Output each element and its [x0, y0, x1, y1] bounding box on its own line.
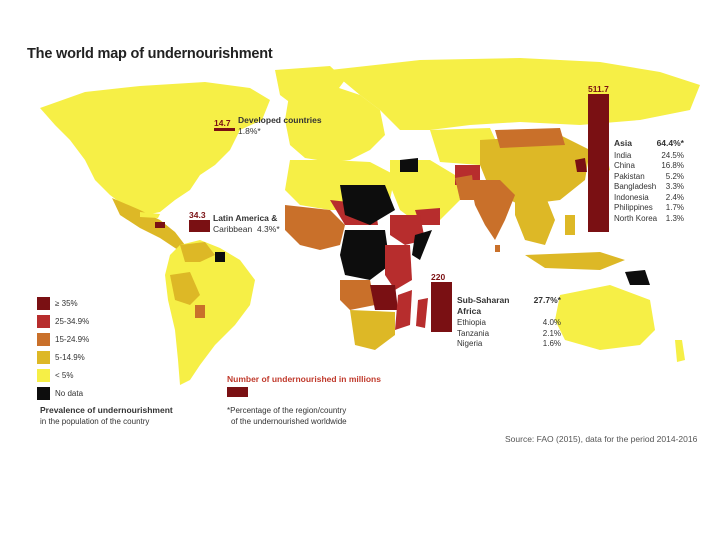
region-india [470, 180, 515, 240]
legend-swatch [37, 386, 50, 400]
region-southern-africa [350, 310, 395, 350]
region-australia [555, 285, 655, 350]
region-guiana [215, 252, 225, 262]
region-central-africa [340, 230, 390, 280]
region-angola [340, 280, 375, 310]
africa-row: Nigeria 1.6% [457, 339, 561, 348]
count-note-line2: of the undernourished worldwide [231, 417, 347, 426]
legend-swatch [37, 350, 50, 364]
africa-row: Tanzania 2.1% [457, 328, 561, 338]
legend-swatch [37, 368, 50, 382]
region-north-korea [575, 158, 587, 172]
prevalence-caption: Prevalence of undernourishment in the po… [40, 405, 173, 427]
region-venezuela-colombia [180, 242, 215, 262]
prevalence-subheading: in the population of the country [40, 417, 150, 426]
legend-label: ≥ 35% [55, 298, 78, 308]
legend-label: < 5% [55, 370, 74, 380]
latam-label: Latin America & Caribbean 4.3%* [213, 213, 280, 235]
count-legend-title: Number of undernourished in millions [227, 374, 381, 384]
legend-item: < 5% [37, 366, 89, 384]
legend-item: 15-24.9% [37, 330, 89, 348]
region-syria-iraq [400, 158, 418, 172]
legend-swatch [37, 296, 50, 310]
asia-row-head: Asia 64.4%* [614, 138, 684, 149]
prevalence-legend: ≥ 35% 25-34.9% 15-24.9% 5-14.9% < 5% No … [37, 294, 89, 402]
region-madagascar [416, 298, 428, 328]
legend-item: ≥ 35% [37, 294, 89, 312]
region-south-america [165, 240, 255, 385]
asia-row: India 24.5% [614, 150, 684, 160]
africa-row-head: Sub-Saharan Africa 27.7%* [457, 295, 561, 316]
region-russia [330, 58, 700, 130]
asia-pct: 64.4%* [656, 138, 684, 148]
region-indonesia [525, 252, 625, 270]
region-zambia [370, 285, 398, 310]
region-pakistan [455, 175, 475, 200]
latam-pct: 4.3%* [256, 224, 280, 234]
region-sri-lanka [495, 245, 500, 252]
region-east-africa [385, 245, 412, 290]
region-central-america [112, 198, 185, 250]
asia-name: Asia [614, 138, 632, 148]
legend-swatch [37, 314, 50, 328]
asia-row: Philippines 1.7% [614, 203, 684, 212]
legend-label: 15-24.9% [55, 334, 90, 344]
region-north-america [40, 82, 270, 215]
region-sudan-chad [340, 185, 395, 225]
region-iceland [283, 86, 296, 95]
region-paraguay [195, 305, 205, 318]
region-philippines [565, 215, 575, 235]
latam-count-bar [189, 220, 210, 232]
africa-count: 220 [431, 272, 446, 282]
africa-table: Sub-Saharan Africa 27.7%* Ethiopia 4.0% T… [457, 295, 561, 350]
africa-count-bar [431, 282, 452, 332]
region-somalia [412, 230, 432, 260]
asia-table: Asia 64.4%* India 24.5% China 16.8% Pakist… [614, 138, 684, 224]
asia-count-bar [588, 94, 609, 232]
legend-label: 5-14.9% [55, 352, 85, 362]
region-southeast-asia [515, 195, 555, 245]
region-middle-east [390, 160, 460, 225]
legend-item: 5-14.9% [37, 348, 89, 366]
region-yemen [415, 208, 440, 225]
africa-row: Ethiopia 4.0% [457, 318, 561, 327]
africa-pct: 27.7%* [533, 295, 561, 305]
count-note-line1: *Percentage of the region/country [227, 406, 347, 415]
region-mozambique [395, 290, 412, 330]
source-note: Source: FAO (2015), data for the period … [505, 434, 698, 444]
africa-name: Sub-Saharan Africa [457, 295, 510, 316]
developed-count-bar [214, 128, 235, 131]
asia-row: North Korea 1.3% [614, 213, 684, 223]
legend-item: No data [37, 384, 89, 402]
asia-row: Bangladesh 3.3% [614, 182, 684, 191]
prevalence-heading: Prevalence of undernourishment [40, 405, 173, 415]
region-cuba [140, 212, 160, 218]
developed-label: Developed countries 1.8%* [238, 115, 322, 137]
developed-name: Developed countries [238, 115, 322, 125]
region-haiti [155, 222, 165, 228]
developed-count: 14.7 [214, 118, 231, 128]
count-legend-note: *Percentage of the region/country of the… [227, 405, 347, 427]
region-europe [285, 85, 385, 162]
count-legend-swatch [227, 387, 248, 397]
region-bolivia-peru [170, 272, 200, 305]
legend-item: 25-34.9% [37, 312, 89, 330]
region-png [625, 270, 650, 285]
asia-row: Indonesia 2.4% [614, 192, 684, 202]
region-west-africa [285, 205, 345, 250]
map-title: The world map of undernourishment [27, 46, 273, 62]
latam-name-line2: Caribbean [213, 224, 253, 234]
latam-count: 34.3 [189, 210, 206, 220]
asia-count: 511.7 [588, 84, 609, 94]
legend-label: No data [55, 388, 84, 398]
legend-label: 25-34.9% [55, 316, 90, 326]
legend-swatch [37, 332, 50, 346]
asia-row: Pakistan 5.2% [614, 171, 684, 181]
developed-pct: 1.8%* [238, 126, 261, 136]
region-new-zealand [675, 340, 685, 362]
latam-name-line1: Latin America & [213, 213, 278, 223]
region-mongolia [495, 128, 565, 148]
asia-row: China 16.8% [614, 161, 684, 170]
